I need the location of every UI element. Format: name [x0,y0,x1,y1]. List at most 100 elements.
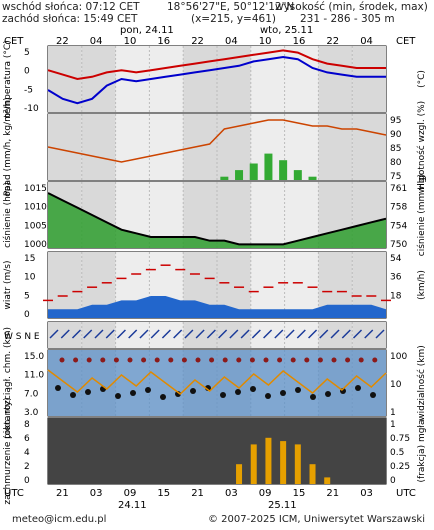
axis-label-left: wiatr (m/s) [3,261,13,310]
night-band [318,46,353,112]
cloud-top-dot [209,357,215,363]
top-hour-label: 22 [56,36,69,47]
cloud-top-dot [154,357,160,363]
axis-tick-label: 0.25 [390,462,410,472]
cloud-top-dot [249,357,255,363]
night-band [250,46,285,112]
cloud-base-dot [115,393,121,399]
axis-tick-label: -5 [24,85,33,95]
axis-tick-label: 5 [24,291,30,301]
wind-arrow [184,329,194,339]
wind-arrow [161,329,171,339]
cloud-top-dot [113,357,119,363]
axis-tick-label: 0 [24,310,30,320]
cloud-base-dot [280,390,286,396]
axis-tick-label: 2 [24,462,30,472]
axis-tick-label: 54 [390,254,402,264]
compass-label: W S N E [4,332,40,342]
top-hour-label: 22 [326,36,339,47]
axis-tick-label: 90 [390,130,402,140]
wind-arrow [71,329,82,339]
axis-tick-label: 36 [390,273,402,283]
cloud-top-dot [59,357,65,363]
wind-arrow [94,329,104,339]
top-hour-label: 16 [157,36,170,47]
cloud-top-dot [222,357,228,363]
cloud-top-dot [290,357,296,363]
night-band [352,114,386,180]
axis-tick-label: 11.0 [24,371,44,381]
sunset-label: zachód słońca: 15:49 CET [2,13,138,25]
axis-label-right: wilgotność wzgl. (%) [416,101,427,193]
top-date-2: wto, 25.11 [260,25,313,36]
footer-copyright: © 2007-2025 ICM, Uniwersytet Warszawski [208,514,425,525]
wind-arrow [195,329,205,339]
wind-arrow [105,329,115,339]
wind-arrow [240,329,250,339]
bottom-tz-label: UTC [4,488,24,499]
cloud-top-dot [304,357,310,363]
night-band [352,46,386,112]
wind-arrow [330,329,340,339]
bottom-hour-label: 21 [191,488,204,499]
bottom-date-1: 24.11 [118,500,147,511]
wind-arrow [251,329,261,339]
wind-arrow [229,329,239,339]
footer-email[interactable]: meteo@icm.edu.pl [12,514,107,525]
fog-bar [280,441,287,484]
axis-tick-label: 3.0 [24,408,39,418]
night-band [183,46,217,112]
cloud-top-dot [372,357,378,363]
axis-tick-label: 85 [390,144,401,154]
axis-tick-label: 0 [24,476,30,486]
precip-bar [293,170,302,180]
bottom-tz-label-right: UTC [396,488,416,499]
cloud-base-dot [70,392,76,398]
cloud-base-dot [310,394,316,400]
axis-label-right: widzialność (km) [416,345,427,421]
bottom-hour-label: 21 [326,488,339,499]
axis-tick-label: 0.5 [390,448,404,458]
humidity-line [47,119,387,163]
fog-bar [250,444,257,484]
cloud-base-dot [190,388,196,394]
night-band [250,322,285,348]
top-hour-label: 04 [225,36,238,47]
cloud-base-dot [370,392,376,398]
cloud-cover-bg [48,418,386,484]
elevation-title: wysokość (min, środek, max) [275,1,428,13]
cloud-base-dot [325,391,331,397]
bottom-hour-label: 15 [157,488,170,499]
axis-tick-label: 7.0 [24,389,39,399]
bottom-hour-label: 15 [293,488,306,499]
axis-tick-label: 95 [390,116,401,126]
meteogram: CET CET UTC UTC 22 04 10 16 22 04 10 16 22 04 21 0… [2,25,427,511]
axis-label-right: (frakcja) mgła [417,420,427,483]
wind-arrow [274,329,284,339]
axis-tick-label: 10 [24,273,36,283]
axis-label-right: (°C) [417,70,427,88]
fog-bar [324,477,331,484]
wind-arrow [364,329,374,339]
wind-arrow [352,329,363,339]
cloud-base-dot [85,389,91,395]
axis-tick-label: 1005 [24,221,47,231]
axis-tick-label: 100 [390,352,407,362]
top-tz-label-right: CET [396,36,416,47]
cloud-top-dot [317,357,323,363]
cloud-top-dot [73,357,79,363]
visibility-line [47,369,387,395]
cloud-top-dot [127,357,133,363]
axis-tick-label: 5 [24,48,30,58]
axis-label-left: ciśnienie (hPa) [2,182,13,248]
axis-tick-label: 10 [390,380,402,390]
night-band [115,114,150,180]
pressure-line [47,192,387,246]
wind-arrow [206,329,216,339]
top-date-1: pon, 24.11 [120,25,174,36]
axis-tick-label: 4 [24,448,30,458]
bottom-hour-label: 03 [225,488,238,499]
cloud-base-dot [130,390,136,396]
top-hour-label: 22 [191,36,204,47]
top-hour-label: 10 [124,36,137,47]
